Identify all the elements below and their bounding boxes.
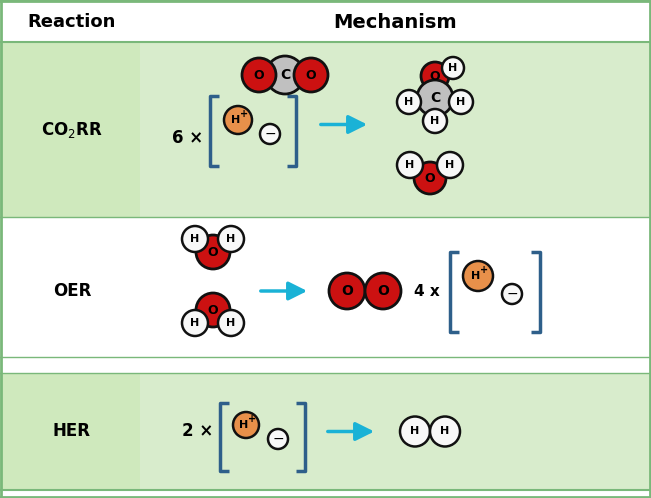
Circle shape (182, 226, 208, 252)
Circle shape (400, 416, 430, 447)
Text: OER: OER (53, 282, 91, 300)
Text: H: H (445, 160, 454, 170)
Text: −: − (272, 432, 284, 446)
Text: H: H (240, 420, 249, 430)
Circle shape (397, 90, 421, 114)
Circle shape (430, 416, 460, 447)
Circle shape (182, 310, 208, 336)
Text: O: O (306, 69, 316, 82)
Text: O: O (430, 70, 440, 83)
Text: −: − (264, 127, 276, 141)
Text: H: H (404, 97, 413, 107)
Circle shape (224, 106, 252, 134)
Text: Reaction: Reaction (28, 13, 116, 31)
Text: O: O (254, 69, 264, 82)
Text: H: H (456, 97, 465, 107)
Text: H: H (449, 63, 458, 73)
Text: H: H (227, 234, 236, 244)
Text: H: H (190, 234, 200, 244)
Circle shape (242, 58, 276, 92)
Circle shape (196, 235, 230, 269)
Text: O: O (208, 246, 218, 258)
Circle shape (442, 57, 464, 79)
Text: 4 x: 4 x (414, 283, 440, 298)
Text: Mechanism: Mechanism (333, 12, 457, 31)
Text: C: C (280, 68, 290, 82)
Circle shape (196, 293, 230, 327)
Text: H: H (440, 426, 450, 437)
Bar (0, 42, 140, 217)
Circle shape (294, 58, 328, 92)
Text: CO$_2$RR: CO$_2$RR (41, 120, 103, 139)
Text: H: H (471, 271, 480, 281)
Text: +: + (248, 414, 256, 424)
Circle shape (421, 62, 449, 90)
Bar (0, 217, 651, 365)
Circle shape (397, 152, 423, 178)
Circle shape (437, 152, 463, 178)
Text: 2 ×: 2 × (182, 422, 214, 441)
Text: O: O (424, 171, 436, 184)
Text: H: H (430, 116, 439, 126)
Circle shape (365, 273, 401, 309)
Text: H: H (227, 318, 236, 328)
Circle shape (414, 162, 446, 194)
Circle shape (266, 56, 304, 94)
Circle shape (423, 109, 447, 133)
Circle shape (463, 261, 493, 291)
Circle shape (329, 273, 365, 309)
Bar (0, 373, 140, 490)
Text: O: O (341, 284, 353, 298)
Circle shape (268, 429, 288, 449)
Text: −: − (506, 287, 518, 301)
Circle shape (218, 226, 244, 252)
Text: +: + (480, 265, 488, 275)
Bar (0, 42, 651, 217)
Circle shape (449, 90, 473, 114)
Circle shape (218, 310, 244, 336)
Circle shape (417, 80, 453, 116)
Bar (0, 0, 651, 42)
Circle shape (502, 284, 522, 304)
Text: H: H (190, 318, 200, 328)
Circle shape (260, 124, 280, 144)
Text: H: H (406, 160, 415, 170)
Text: C: C (430, 91, 440, 105)
Text: HER: HER (53, 422, 91, 441)
Text: +: + (240, 109, 248, 119)
Text: O: O (377, 284, 389, 298)
Circle shape (233, 412, 259, 438)
Text: O: O (208, 303, 218, 317)
Text: H: H (231, 115, 241, 125)
Bar (0, 373, 651, 490)
Text: 6 ×: 6 × (173, 128, 204, 146)
Text: H: H (410, 426, 420, 437)
